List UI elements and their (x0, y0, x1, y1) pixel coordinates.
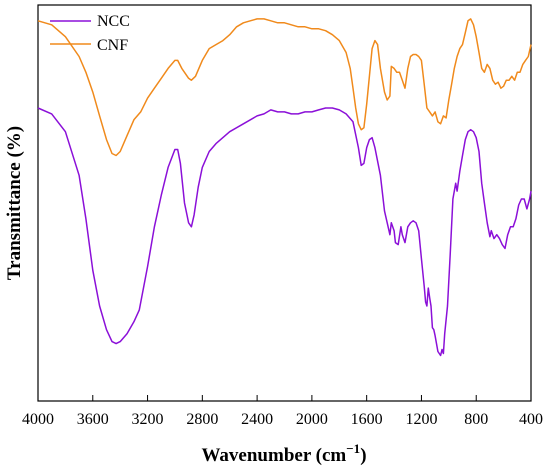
plot-frame (37, 4, 532, 402)
y-axis-title: Transmittance (%) (4, 126, 25, 280)
x-tick-label: 3200 (132, 411, 164, 428)
x-tick-label: 800 (464, 411, 488, 428)
legend: NCC CNF (50, 13, 130, 54)
series-lines (37, 18, 532, 357)
x-tick-label: 2000 (296, 411, 328, 428)
x-tick-label: 3600 (77, 411, 109, 428)
x-tick-label: 400 (519, 411, 543, 428)
series-line-ncc (37, 107, 532, 357)
series-line-cnf (37, 18, 532, 157)
x-tick-label: 4000 (22, 411, 54, 428)
x-axis-title: Wavenumber (cm−1) (201, 441, 366, 466)
legend-label-cnf: CNF (97, 37, 128, 54)
x-ticks: 4000 3600 3200 2800 2400 2000 1600 1200 800 400 (22, 395, 543, 428)
legend-label-ncc: NCC (97, 13, 130, 30)
x-axis-title-end: ) (360, 445, 366, 466)
x-tick-label: 1200 (405, 411, 437, 428)
x-tick-label: 1600 (351, 411, 383, 428)
x-axis-title-sup: −1 (346, 441, 360, 456)
x-axis-title-main: Wavenumber (cm (201, 445, 346, 466)
x-tick-label: 2800 (186, 411, 218, 428)
x-tick-label: 2400 (241, 411, 273, 428)
